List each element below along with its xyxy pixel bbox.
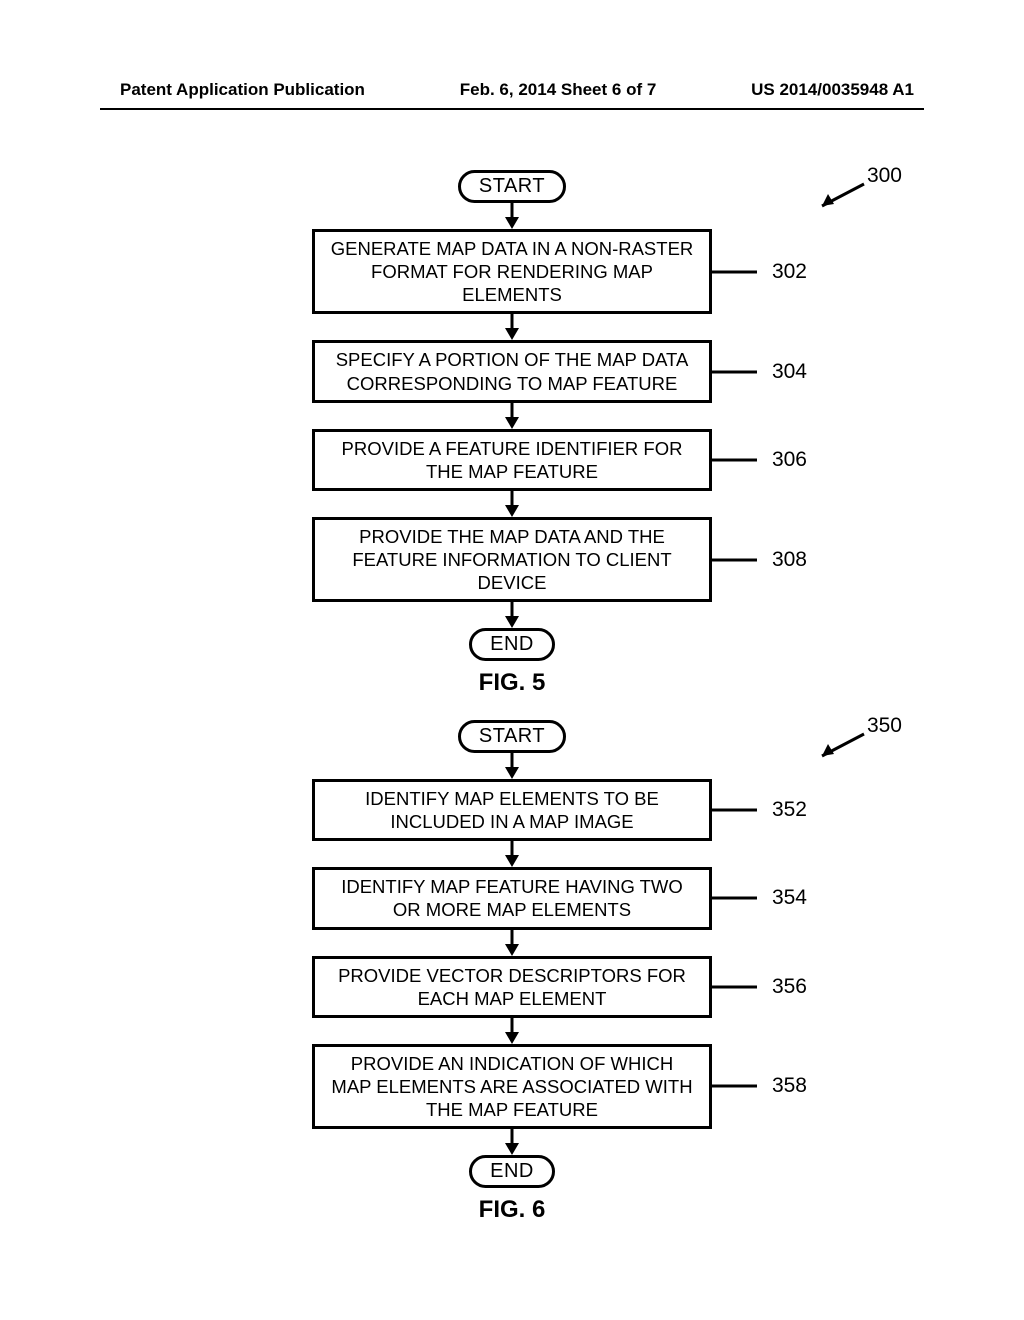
step-box-358: PROVIDE AN INDICATION OF WHICH MAP ELEME…: [312, 1044, 712, 1129]
start-terminal: START: [458, 720, 566, 753]
step-number-lead: [711, 270, 757, 273]
step-number-lead: [711, 370, 757, 373]
step-box-302: GENERATE MAP DATA IN A NON-RASTER FORMAT…: [312, 229, 712, 314]
step-text: PROVIDE A FEATURE IDENTIFIER FOR THE MAP…: [342, 438, 683, 482]
ref-arrow-icon: [812, 732, 868, 762]
arrow-down-icon: [502, 1018, 522, 1044]
step-text: PROVIDE AN INDICATION OF WHICH MAP ELEME…: [331, 1053, 692, 1120]
ref-number-350: 350: [867, 714, 902, 738]
step-box-304: SPECIFY A PORTION OF THE MAP DATA CORRES…: [312, 340, 712, 402]
step-text: IDENTIFY MAP ELEMENTS TO BE INCLUDED IN …: [365, 788, 659, 832]
step-number: 354: [772, 885, 807, 911]
step-number-lead: [711, 558, 757, 561]
ref-arrow-icon: [812, 182, 868, 212]
step-number: 302: [772, 259, 807, 285]
page: Patent Application Publication Feb. 6, 2…: [0, 0, 1024, 1320]
step-text: SPECIFY A PORTION OF THE MAP DATA CORRES…: [336, 349, 689, 393]
step-text: PROVIDE VECTOR DESCRIPTORS FOR EACH MAP …: [338, 965, 686, 1009]
step-number: 356: [772, 974, 807, 1000]
step-box-306: PROVIDE A FEATURE IDENTIFIER FOR THE MAP…: [312, 429, 712, 491]
end-terminal: END: [469, 628, 555, 661]
arrow-down-icon: [502, 403, 522, 429]
flowchart-fig5: 300 START GENERATE MAP DATA IN A NON-RAS…: [0, 170, 1024, 697]
arrow-down-icon: [502, 602, 522, 628]
figure-label: FIG. 6: [479, 1196, 546, 1224]
step-box-352: IDENTIFY MAP ELEMENTS TO BE INCLUDED IN …: [312, 779, 712, 841]
arrow-down-icon: [502, 930, 522, 956]
step-number: 352: [772, 797, 807, 823]
step-box-308: PROVIDE THE MAP DATA AND THE FEATURE INF…: [312, 517, 712, 602]
header-right: US 2014/0035948 A1: [751, 80, 914, 100]
header-center: Feb. 6, 2014 Sheet 6 of 7: [460, 80, 657, 100]
header-left: Patent Application Publication: [120, 80, 365, 100]
arrow-down-icon: [502, 841, 522, 867]
step-number-lead: [711, 458, 757, 461]
header-rule: [100, 108, 924, 110]
step-text: GENERATE MAP DATA IN A NON-RASTER FORMAT…: [331, 238, 694, 305]
arrow-down-icon: [502, 753, 522, 779]
ref-number-300: 300: [867, 164, 902, 188]
arrow-down-icon: [502, 314, 522, 340]
figure-label: FIG. 5: [479, 669, 546, 697]
end-terminal: END: [469, 1155, 555, 1188]
arrow-down-icon: [502, 491, 522, 517]
start-terminal: START: [458, 170, 566, 203]
step-box-356: PROVIDE VECTOR DESCRIPTORS FOR EACH MAP …: [312, 956, 712, 1018]
page-header: Patent Application Publication Feb. 6, 2…: [0, 80, 1024, 100]
step-number: 358: [772, 1073, 807, 1099]
flowchart-fig6: 350 START IDENTIFY MAP ELEMENTS TO BE IN…: [0, 720, 1024, 1224]
step-number-lead: [711, 897, 757, 900]
arrow-down-icon: [502, 1129, 522, 1155]
step-number: 306: [772, 447, 807, 473]
step-number: 308: [772, 546, 807, 572]
step-text: IDENTIFY MAP FEATURE HAVING TWO OR MORE …: [341, 876, 683, 920]
step-number-lead: [711, 1085, 757, 1088]
step-number: 304: [772, 358, 807, 384]
step-number-lead: [711, 985, 757, 988]
step-box-354: IDENTIFY MAP FEATURE HAVING TWO OR MORE …: [312, 867, 712, 929]
step-number-lead: [711, 809, 757, 812]
step-text: PROVIDE THE MAP DATA AND THE FEATURE INF…: [352, 526, 671, 593]
arrow-down-icon: [502, 203, 522, 229]
